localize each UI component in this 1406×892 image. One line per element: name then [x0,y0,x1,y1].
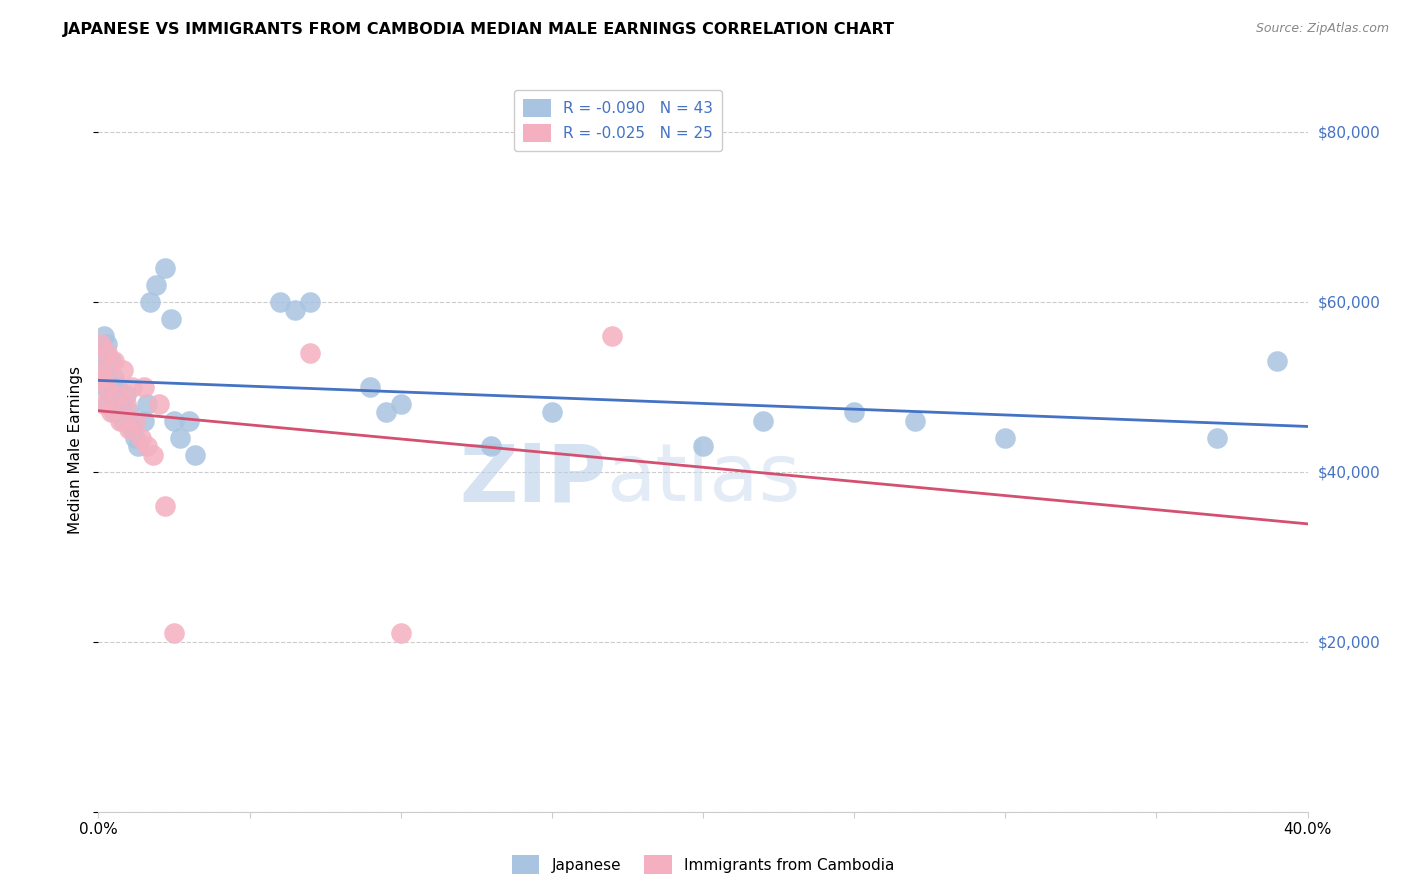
Point [114,388,136,402]
Point [169,431,191,445]
Point [127,439,149,453]
Y-axis label: Median Male Earnings: Median Male Earnings [67,367,83,534]
Point [163,626,186,640]
Point [994,431,1017,445]
Point [96,345,118,359]
Point [93,371,115,385]
Point [121,422,143,436]
Point [90,362,112,376]
Point [124,414,146,428]
Point [752,414,775,428]
Point [100,388,122,402]
Text: atlas: atlas [606,441,800,518]
Point [135,439,157,453]
Point [844,405,866,419]
Point [184,448,207,462]
Point [1206,431,1229,445]
Point [90,337,112,351]
Point [1267,354,1289,368]
Point [284,303,307,318]
Point [132,380,155,394]
Point [692,439,714,453]
Point [299,345,322,359]
Legend: Japanese, Immigrants from Cambodia: Japanese, Immigrants from Cambodia [506,849,900,880]
Point [160,311,183,326]
Point [100,405,122,419]
Text: Source: ZipAtlas.com: Source: ZipAtlas.com [1256,22,1389,36]
Point [124,431,146,445]
Point [540,405,562,419]
Point [389,626,412,640]
Point [374,405,396,419]
Point [153,260,176,275]
Point [111,362,134,376]
Point [93,328,115,343]
Point [93,397,115,411]
Point [100,354,122,368]
Point [93,380,115,394]
Point [163,414,186,428]
Point [142,448,165,462]
Point [481,439,503,453]
Point [96,380,118,394]
Point [90,345,112,359]
Point [103,371,125,385]
Point [132,414,155,428]
Point [148,397,170,411]
Point [118,405,141,419]
Point [179,414,201,428]
Point [105,380,128,394]
Point [108,397,131,411]
Point [114,397,136,411]
Point [108,414,131,428]
Point [129,431,152,445]
Point [269,294,291,309]
Point [121,380,143,394]
Point [139,294,162,309]
Text: ZIP: ZIP [458,441,606,518]
Point [389,397,412,411]
Text: JAPANESE VS IMMIGRANTS FROM CAMBODIA MEDIAN MALE EARNINGS CORRELATION CHART: JAPANESE VS IMMIGRANTS FROM CAMBODIA MED… [63,22,896,37]
Point [90,362,112,376]
Point [904,414,927,428]
Point [118,422,141,436]
Point [103,405,125,419]
Point [602,328,624,343]
Point [153,499,176,513]
Point [135,397,157,411]
Point [145,277,167,292]
Point [105,388,128,402]
Point [299,294,322,309]
Point [96,337,118,351]
Point [360,380,382,394]
Point [111,414,134,428]
Point [103,354,125,368]
Legend: R = -0.090   N = 43, R = -0.025   N = 25: R = -0.090 N = 43, R = -0.025 N = 25 [515,89,723,152]
Point [96,397,118,411]
